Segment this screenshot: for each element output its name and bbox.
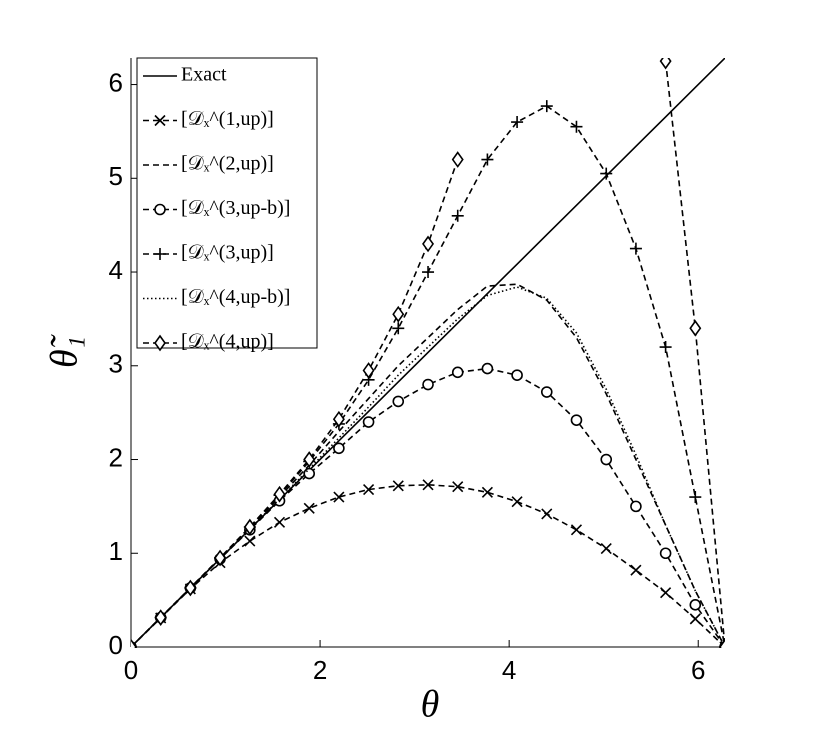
- marker: [303, 502, 315, 514]
- marker: [362, 416, 375, 428]
- marker: [333, 442, 345, 455]
- y-tick-label: 6: [109, 67, 123, 97]
- marker: [422, 479, 434, 491]
- marker: [570, 524, 583, 536]
- series-line: [131, 286, 725, 648]
- series-line: [131, 58, 725, 648]
- marker: [214, 549, 227, 567]
- marker: [392, 305, 405, 323]
- marker: [154, 334, 166, 352]
- marker: [511, 116, 524, 129]
- marker: [392, 480, 404, 492]
- marker: [422, 266, 435, 279]
- marker: [689, 599, 702, 611]
- marker: [630, 564, 642, 576]
- legend-label: [𝒟ₓ^(4,up)]: [181, 331, 274, 353]
- marker: [363, 483, 375, 496]
- legend-label: Exact: [181, 64, 227, 86]
- legend-label: [𝒟ₓ^(3,up)]: [181, 242, 274, 264]
- marker: [481, 362, 494, 375]
- marker: [422, 378, 434, 391]
- marker: [452, 481, 464, 493]
- x-axis-label: θ: [421, 684, 440, 726]
- marker: [244, 535, 256, 547]
- marker: [630, 500, 642, 513]
- marker: [154, 609, 167, 626]
- marker: [422, 235, 435, 253]
- marker: [332, 410, 345, 428]
- x-tick-label: 2: [313, 655, 327, 685]
- y-tick-label: 4: [109, 255, 123, 285]
- y-tick-label: 0: [109, 630, 123, 660]
- marker: [689, 319, 702, 337]
- y-axis-label: θ̃₁: [44, 333, 86, 368]
- legend-label: [𝒟ₓ^(2,up)]: [181, 153, 274, 175]
- series-line: [131, 484, 725, 648]
- marker: [600, 167, 613, 180]
- marker: [392, 322, 405, 335]
- marker: [481, 486, 493, 498]
- plot-area: [131, 58, 725, 648]
- marker: [451, 366, 464, 379]
- marker: [659, 547, 672, 560]
- series-line: [131, 61, 725, 648]
- marker: [600, 543, 612, 555]
- marker: [570, 120, 583, 133]
- marker: [689, 613, 701, 625]
- legend-box: [136, 57, 318, 349]
- marker: [303, 451, 316, 468]
- y-tick-label: 2: [109, 442, 123, 472]
- marker: [660, 587, 672, 599]
- series-line: [131, 367, 725, 648]
- marker: [600, 453, 613, 466]
- marker: [154, 248, 166, 260]
- marker: [154, 203, 166, 216]
- marker: [451, 151, 464, 168]
- y-tick-label: 1: [109, 536, 123, 566]
- marker: [273, 485, 286, 503]
- marker: [243, 518, 256, 536]
- marker: [541, 508, 553, 520]
- marker: [333, 491, 345, 503]
- marker: [451, 209, 464, 222]
- marker: [392, 395, 405, 408]
- marker: [362, 362, 375, 379]
- y-tick-label: 5: [109, 161, 123, 191]
- marker: [718, 638, 725, 648]
- marker: [540, 386, 553, 398]
- marker: [511, 369, 523, 381]
- marker: [184, 579, 197, 597]
- x-tick-label: 0: [124, 655, 138, 685]
- marker: [481, 153, 494, 166]
- legend-label: [𝒟ₓ^(3,up-b)]: [181, 197, 290, 219]
- marker: [570, 414, 583, 426]
- marker: [540, 100, 553, 113]
- x-tick-label: 6: [691, 655, 705, 685]
- y-tick-label: 3: [109, 349, 123, 379]
- marker: [154, 114, 166, 127]
- marker: [131, 638, 137, 648]
- marker: [273, 516, 286, 528]
- marker: [511, 496, 523, 508]
- marker: [659, 341, 672, 354]
- marker: [303, 467, 316, 480]
- x-tick-label: 4: [502, 655, 516, 685]
- legend-label: [𝒟ₓ^(1,up)]: [181, 108, 274, 130]
- legend-label: [𝒟ₓ^(4,up-b)]: [181, 286, 290, 308]
- marker: [659, 58, 672, 70]
- marker: [689, 491, 702, 504]
- marker: [629, 242, 642, 255]
